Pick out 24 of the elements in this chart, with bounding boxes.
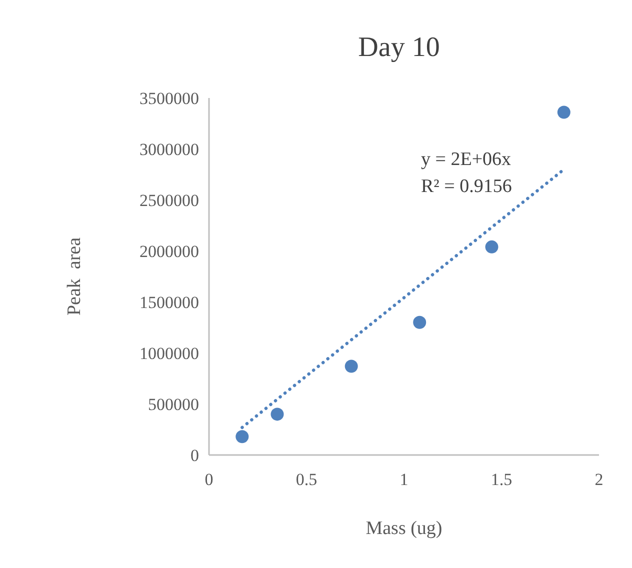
point xyxy=(413,316,426,329)
y-tick-label: 1000000 xyxy=(140,344,199,363)
chart-title: Day 10 xyxy=(358,32,440,63)
x-tick-label: 0.5 xyxy=(296,470,318,489)
y-tick-label: 3500000 xyxy=(140,88,199,108)
point xyxy=(270,408,284,421)
y-tick-label: 1500000 xyxy=(140,292,199,312)
y-tick-label: 2000000 xyxy=(140,242,199,261)
x-tick-label: 1 xyxy=(400,470,408,489)
x-tick-label: 2 xyxy=(594,470,604,489)
annotation: y = 2E+06x xyxy=(421,149,512,170)
x-tick-label: 1.5 xyxy=(490,470,512,489)
y-axis-title: Peak area xyxy=(64,236,85,316)
y-tick-label: 500000 xyxy=(148,394,199,414)
y-tick-label: 0 xyxy=(190,446,199,465)
point xyxy=(485,240,498,254)
x-axis-title: Mass (ug) xyxy=(366,518,442,539)
point xyxy=(236,430,249,444)
y-tick-label: 3000000 xyxy=(140,140,199,159)
annotation: R² = 0.9156 xyxy=(421,176,512,197)
x-tick-label: 0 xyxy=(204,470,214,489)
point xyxy=(557,106,570,119)
point xyxy=(344,360,358,373)
y-tick-label: 2500000 xyxy=(140,190,199,210)
